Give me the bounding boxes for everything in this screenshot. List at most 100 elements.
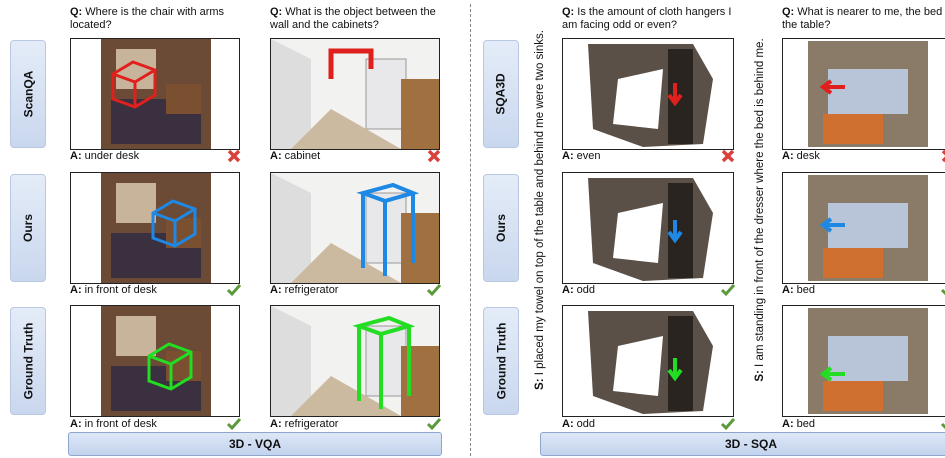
row-label: SQA3D — [483, 40, 519, 148]
scene-image — [270, 38, 440, 150]
scene-render — [271, 306, 439, 416]
answer: A: under desk — [70, 150, 139, 163]
answer-prefix: A: — [270, 284, 282, 296]
scene-render — [271, 173, 439, 283]
answer-text: under desk — [84, 150, 140, 162]
scene-image — [782, 38, 945, 150]
scene-image — [562, 172, 734, 284]
scene-image — [562, 38, 734, 150]
answer: A: odd — [562, 284, 595, 297]
answer: A: refrigerator — [270, 284, 338, 297]
scene-render — [563, 306, 733, 416]
check-icon — [226, 284, 242, 297]
row-label: Ours — [483, 174, 519, 282]
check-icon — [426, 284, 442, 297]
question: Q: Is the amount of cloth hangers I am f… — [562, 6, 744, 31]
row-label-text: Ours — [20, 213, 35, 243]
question-text: Where is the chair with arms located? — [70, 6, 225, 31]
scene-render — [563, 39, 733, 149]
answer-text: in front of desk — [84, 418, 157, 430]
cross-icon — [941, 149, 945, 163]
answer-text: bed — [796, 418, 816, 430]
row-label-text: SQA3D — [494, 73, 508, 115]
check-icon — [720, 418, 736, 431]
situation-text: I placed my towel on top of the table an… — [534, 30, 546, 376]
answer-prefix: A: — [270, 150, 282, 162]
row-label: Ours — [10, 174, 46, 282]
answer-prefix: A: — [270, 418, 282, 430]
section-title: 3D - VQA — [68, 432, 442, 456]
answer-text: bed — [796, 284, 816, 296]
scene-image — [562, 305, 734, 417]
answer-prefix: A: — [562, 150, 574, 162]
question-prefix: Q: — [782, 6, 795, 18]
answer-text: desk — [796, 150, 820, 162]
answer-text: odd — [576, 418, 596, 430]
question-text: Is the amount of cloth hangers I am faci… — [562, 6, 732, 31]
answer-text: even — [576, 150, 601, 162]
check-icon — [226, 418, 242, 431]
cross-icon — [227, 149, 241, 163]
answer-prefix: A: — [782, 284, 794, 296]
divider — [470, 4, 471, 456]
row-label-text: Ground Truth — [494, 322, 508, 400]
answer-text: refrigerator — [284, 418, 339, 430]
answer-prefix: A: — [70, 284, 82, 296]
situation: S: I am standing in front of the dresser… — [754, 0, 770, 420]
question-text: What is the object between the wall and … — [270, 6, 436, 31]
question-prefix: Q: — [270, 6, 283, 18]
row-label-text: Ours — [493, 213, 508, 243]
question: Q: Where is the chair with arms located? — [70, 6, 250, 31]
scene-render — [563, 173, 733, 283]
check-icon — [426, 418, 442, 431]
answer-prefix: A: — [782, 150, 794, 162]
scene-render — [783, 173, 945, 283]
question: Q: What is nearer to me, the bed or the … — [782, 6, 945, 31]
check-icon — [940, 288, 945, 296]
answer: A: even — [562, 150, 601, 163]
cross-icon — [427, 149, 441, 163]
row-label-text: Ground Truth — [21, 322, 35, 400]
cross-icon — [721, 149, 735, 163]
situation-text: I am standing in front of the dresser wh… — [754, 38, 766, 367]
answer-text: in front of desk — [84, 284, 157, 296]
section-title: 3D - SQA — [540, 432, 945, 456]
answer: A: in front of desk — [70, 284, 157, 297]
row-label-text: ScanQA — [21, 70, 35, 118]
answer-prefix: A: — [782, 418, 794, 430]
answer-prefix: A: — [70, 418, 82, 430]
row-label: Ground Truth — [10, 307, 46, 415]
answer: A: bed — [782, 284, 815, 297]
scene-render — [101, 173, 211, 283]
scene-image — [270, 305, 440, 417]
scene-render — [101, 306, 211, 416]
row-label: ScanQA — [10, 40, 46, 148]
question-text: What is nearer to me, the bed or the tab… — [782, 6, 945, 31]
check-icon — [720, 284, 736, 297]
row-label: Ground Truth — [483, 307, 519, 415]
situation-prefix: S: — [534, 378, 546, 390]
check-icon — [940, 422, 945, 430]
answer-text: cabinet — [284, 150, 321, 162]
answer-text: odd — [576, 284, 596, 296]
scene-image — [70, 305, 240, 417]
scene-image — [70, 172, 240, 284]
scene-render — [101, 39, 211, 149]
answer: A: bed — [782, 418, 815, 431]
question-prefix: Q: — [70, 6, 83, 18]
scene-image — [270, 172, 440, 284]
scene-render — [783, 306, 945, 416]
answer: A: odd — [562, 418, 595, 431]
scene-render — [783, 39, 945, 149]
answer-text: refrigerator — [284, 284, 339, 296]
answer: A: in front of desk — [70, 418, 157, 431]
answer: A: refrigerator — [270, 418, 338, 431]
answer: A: desk — [782, 150, 820, 163]
answer-prefix: A: — [70, 150, 82, 162]
situation-prefix: S: — [754, 370, 766, 382]
question-prefix: Q: — [562, 6, 575, 18]
answer: A: cabinet — [270, 150, 320, 163]
scene-image — [782, 305, 945, 417]
situation: S: I placed my towel on top of the table… — [534, 0, 550, 420]
